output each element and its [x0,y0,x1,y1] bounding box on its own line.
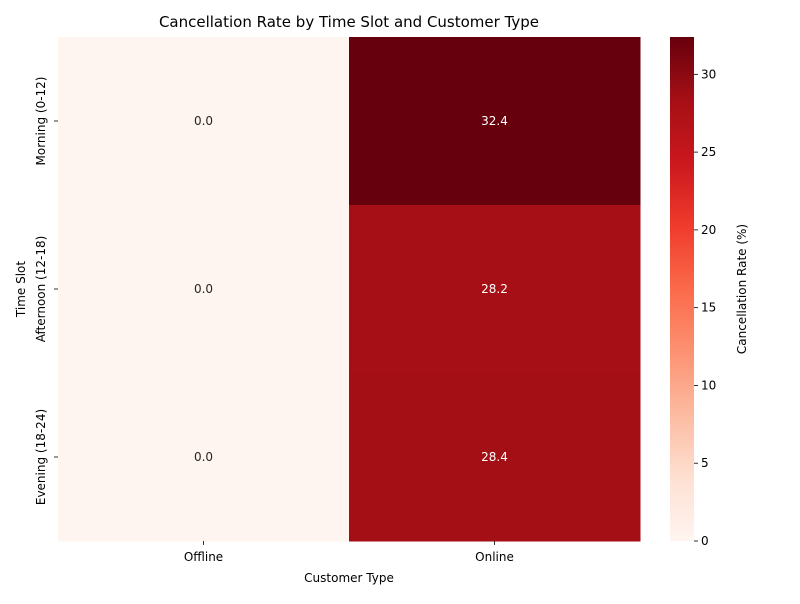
x-tick-label: Offline [184,550,223,564]
y-tick-label: Morning (0-12) [34,77,48,166]
cell-value-label: 32.4 [481,114,508,128]
heatmap-cell [349,205,641,374]
heatmap-cell [58,373,350,542]
x-axis: Offline Online [184,541,514,564]
heatmap-cell [349,373,641,542]
y-tick-label: Evening (18-24) [34,409,48,505]
cell-value-label: 0.0 [194,114,213,128]
colorbar-tick-label: 25 [701,145,716,159]
cell-value-label: 28.2 [481,282,508,296]
heatmap-cell-labels: 0.0 32.4 0.0 28.2 0.0 28.4 [194,114,508,464]
cell-value-label: 0.0 [194,282,213,296]
chart-title: Cancellation Rate by Time Slot and Custo… [159,13,539,31]
colorbar-tick-label: 5 [701,456,709,470]
colorbar-tick-label: 10 [701,378,716,392]
colorbar-label: Cancellation Rate (%) [735,224,749,354]
colorbar: 0 5 10 15 20 25 30 [670,37,716,548]
cell-value-label: 28.4 [481,450,508,464]
colorbar-gradient [670,37,694,541]
y-axis-label: Time Slot [14,261,28,318]
colorbar-tick-label: 0 [701,534,709,548]
colorbar-tick-label: 15 [701,301,716,315]
y-axis: Morning (0-12) Afternoon (12-18) Evening (… [34,77,58,505]
heatmap-cell [58,205,350,374]
cell-value-label: 0.0 [194,450,213,464]
heatmap-cells [58,37,641,542]
colorbar-tick-label: 30 [701,67,716,81]
colorbar-tick-label: 20 [701,223,716,237]
x-axis-label: Customer Type [304,571,394,585]
y-tick-label: Afternoon (12-18) [34,236,48,343]
heatmap-cell [349,37,641,206]
x-tick-label: Online [475,550,514,564]
heatmap-cell [58,37,350,206]
